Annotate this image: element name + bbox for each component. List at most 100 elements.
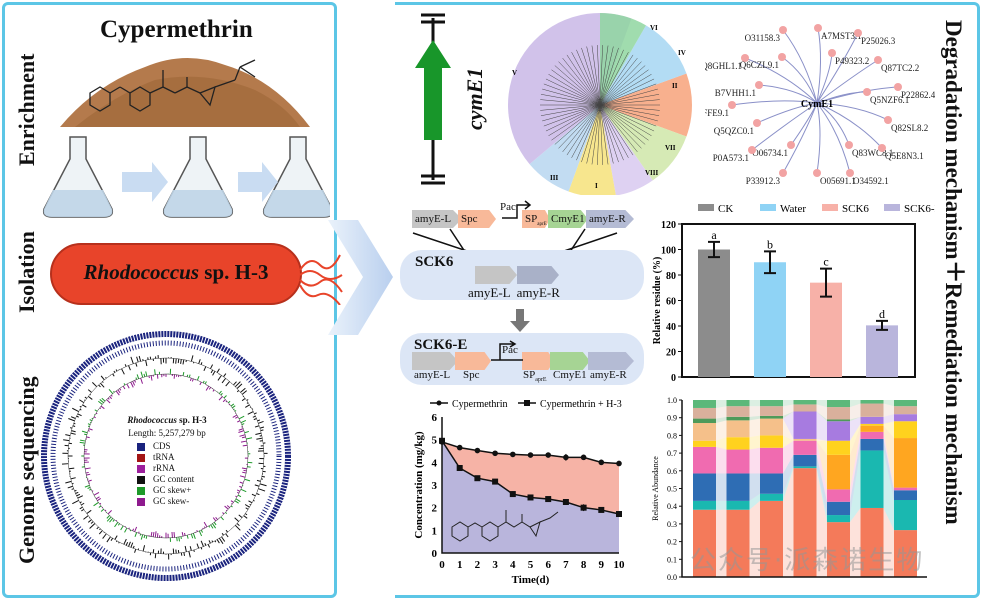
genome-length: Length: 5,257,279 bp [128, 428, 206, 438]
y-tick-label: 1.0 [667, 396, 677, 405]
gc-skew-tick [230, 500, 234, 503]
gc-skew-tick [87, 430, 90, 432]
x-tick-label: 6 [545, 559, 551, 571]
legend-swatch [760, 204, 776, 211]
cypermethrin-powder-illustration [60, 57, 310, 127]
gc-skew-tick [132, 528, 135, 532]
y-tick-label: 0.3 [667, 520, 677, 529]
stacked-segment [693, 509, 716, 577]
gc-skew-tick [123, 383, 126, 386]
gc-skew-tick [93, 416, 96, 419]
gc-skew-tick [208, 525, 211, 528]
sck6-title: SCK6 [415, 254, 454, 270]
genome-legend-item: rRNA [137, 463, 227, 474]
legend-label: CK [718, 203, 733, 215]
stacked-segment [693, 418, 716, 424]
significance-letter: a [711, 228, 717, 242]
gc-skew-tick [99, 399, 104, 404]
flow-ribbon [883, 450, 894, 531]
gc-skew-tick [134, 380, 136, 383]
gc-skew-tick [96, 497, 101, 502]
legend-label: SCK6-E [904, 203, 935, 215]
gc-skew-tick [178, 536, 181, 542]
gc-content-tick [241, 390, 248, 395]
flow-ribbon [783, 435, 794, 448]
gc-content-tick [71, 430, 76, 433]
gc-content-tick [73, 422, 76, 425]
data-point [509, 491, 516, 498]
gc-skew-tick [86, 473, 91, 476]
network-node-label: Q82SL8.2 [891, 123, 928, 133]
gc-skew-tick [237, 491, 240, 494]
stacked-segment [894, 400, 917, 407]
compound-title: Cypermethrin [100, 16, 253, 43]
gc-content-tick [217, 374, 222, 381]
gc-content-tick [200, 540, 204, 547]
tree-branch [586, 46, 601, 106]
tree-clade-label: IV [678, 49, 686, 57]
gc-content-tick [254, 484, 260, 487]
stacked-segment [726, 500, 750, 510]
network-node [748, 146, 756, 154]
gc-content-tick [115, 369, 118, 372]
gc-content-tick [248, 500, 253, 504]
network-node [878, 144, 886, 152]
flow-ribbon [749, 473, 760, 501]
gc-content-tick [208, 540, 211, 544]
flow-ribbon [749, 400, 760, 407]
stacked-segment [827, 489, 850, 502]
section-label-isolation: Isolation [14, 231, 39, 314]
gc-skew-tick [101, 397, 106, 402]
network-node [814, 24, 822, 32]
legend-label: Cypermethrin [452, 399, 508, 410]
x-tick-label: 5 [528, 559, 534, 571]
gc-content-tick [233, 381, 237, 386]
network-node [787, 141, 795, 149]
similarity-network: A7MST3.1 O31158.3 P25026.3 Q8GHL1.1Q6CZL9.1… [705, 24, 935, 186]
network-node-label: Q6CZL9.1 [740, 60, 779, 70]
significance-letter: d [879, 307, 885, 321]
gc-skew-tick [188, 374, 191, 378]
gc-content-tick [184, 545, 187, 552]
x-tick-label: 0 [439, 559, 445, 571]
gc-content-tick [258, 420, 264, 424]
gc-content-tick [125, 541, 129, 546]
tree-clade-wedge [600, 25, 687, 106]
gc-content-tick [135, 362, 138, 367]
y-tick-label: 1 [432, 525, 438, 537]
gc-content-tick [82, 404, 87, 408]
significance-letter: b [767, 237, 773, 251]
network-center-label: CymE1 [801, 99, 833, 110]
gc-skew-tick [220, 392, 223, 396]
data-point [616, 511, 622, 518]
tree-clade-wedge [600, 13, 646, 105]
y-tick-label: 0.8 [667, 431, 677, 440]
stacked-segment [827, 454, 850, 490]
gc-skew-tick [89, 419, 93, 422]
gc-skew-tick [120, 525, 124, 531]
genome-legend-item: GC content [137, 474, 227, 485]
stacked-segment [793, 404, 817, 412]
stacked-segment [860, 438, 884, 451]
network-edge [816, 102, 821, 174]
gc-content-tick [145, 360, 148, 367]
gc-content-tick [98, 530, 103, 535]
genome-legend-item: tRNA [137, 452, 227, 463]
y-tick-label: 0.6 [667, 467, 677, 476]
gc-skew-tick [106, 516, 112, 522]
gc-content-tick [70, 427, 73, 429]
tree-branch [599, 104, 642, 149]
y-tick-label: 120 [661, 220, 676, 231]
gc-skew-tick [220, 516, 224, 521]
gc-skew-tick [238, 428, 244, 431]
gc-content-tick [252, 415, 256, 418]
stacked-segment [827, 515, 850, 523]
data-point [562, 499, 569, 505]
gc-skew-tick [99, 502, 102, 505]
y-tick-label: 0.9 [667, 414, 677, 423]
gc-content-tick [79, 501, 82, 504]
gc-skew-tick [235, 498, 241, 502]
legend-label: CDS [153, 441, 171, 451]
stacked-segment [760, 500, 783, 577]
gc-skew-tick [200, 529, 203, 533]
